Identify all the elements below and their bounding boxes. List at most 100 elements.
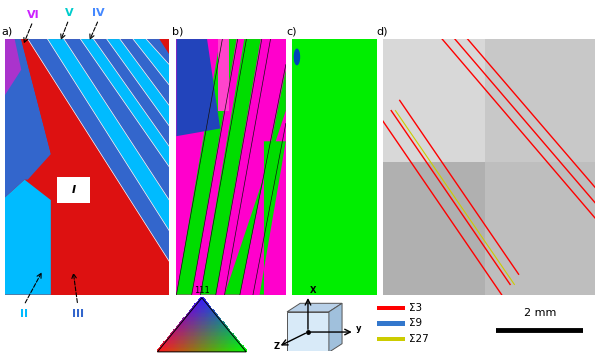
Polygon shape [206,333,209,335]
Polygon shape [205,345,208,348]
Polygon shape [200,340,203,342]
Polygon shape [182,329,186,332]
Polygon shape [215,347,218,349]
Polygon shape [185,321,188,323]
Polygon shape [205,343,208,345]
Polygon shape [199,336,203,338]
Polygon shape [202,305,206,307]
Polygon shape [211,348,215,350]
Polygon shape [231,348,234,350]
Polygon shape [173,345,177,348]
Polygon shape [182,334,186,337]
Polygon shape [210,333,213,335]
Polygon shape [168,344,172,346]
Polygon shape [198,348,202,350]
Polygon shape [176,329,179,332]
Polygon shape [196,327,199,329]
Polygon shape [173,334,177,337]
Polygon shape [207,307,210,310]
Polygon shape [185,348,188,350]
Polygon shape [188,344,191,346]
Polygon shape [206,331,209,333]
Polygon shape [191,337,195,339]
Polygon shape [193,322,196,324]
Text: V: V [65,8,73,18]
Polygon shape [189,316,193,318]
Polygon shape [216,324,219,326]
Polygon shape [230,344,234,346]
Polygon shape [206,309,209,311]
Polygon shape [199,304,203,306]
Polygon shape [198,313,202,315]
Text: IV: IV [92,8,105,18]
Polygon shape [172,336,176,338]
Text: X: X [310,286,316,295]
Polygon shape [218,345,221,348]
Polygon shape [180,324,184,326]
Polygon shape [233,337,237,339]
Polygon shape [203,336,207,338]
Polygon shape [216,332,219,334]
Polygon shape [206,341,209,344]
Polygon shape [201,331,205,333]
Polygon shape [203,333,207,335]
Polygon shape [200,343,203,345]
Polygon shape [199,322,203,324]
Polygon shape [194,322,198,324]
Polygon shape [171,332,175,334]
Polygon shape [205,307,208,310]
Polygon shape [240,348,243,350]
Polygon shape [185,334,188,337]
Polygon shape [208,322,211,324]
Polygon shape [224,345,228,348]
Polygon shape [229,340,233,342]
Polygon shape [215,314,218,317]
Polygon shape [180,337,184,339]
Polygon shape [212,349,216,352]
Polygon shape [200,321,203,323]
Polygon shape [205,318,208,321]
Polygon shape [188,317,191,319]
Polygon shape [196,340,199,342]
Polygon shape [197,317,200,319]
Polygon shape [228,349,231,352]
Polygon shape [194,304,198,306]
Polygon shape [189,318,193,321]
Polygon shape [230,333,234,335]
Polygon shape [210,331,213,333]
Polygon shape [196,329,199,332]
Polygon shape [193,305,197,307]
Polygon shape [194,336,198,338]
Polygon shape [185,320,189,322]
Polygon shape [194,341,198,344]
Polygon shape [216,348,219,350]
Polygon shape [184,349,187,352]
Polygon shape [203,301,207,303]
Polygon shape [206,306,209,308]
Polygon shape [222,337,226,339]
Polygon shape [224,332,228,334]
Polygon shape [218,337,221,339]
Polygon shape [216,331,220,333]
Polygon shape [179,341,182,344]
Polygon shape [215,331,218,333]
Polygon shape [224,333,227,335]
Polygon shape [201,341,205,344]
Polygon shape [164,345,168,348]
Polygon shape [202,307,206,310]
Polygon shape [179,347,182,349]
Polygon shape [209,313,212,315]
Polygon shape [191,318,195,321]
Text: 2 mm: 2 mm [523,308,556,318]
Polygon shape [185,325,189,327]
Polygon shape [170,341,173,344]
Polygon shape [199,344,203,346]
Polygon shape [177,341,180,344]
Polygon shape [197,325,200,327]
Polygon shape [189,329,193,332]
Polygon shape [159,349,163,352]
Polygon shape [193,307,197,310]
Polygon shape [209,307,212,310]
Polygon shape [184,320,187,322]
Polygon shape [197,320,200,322]
